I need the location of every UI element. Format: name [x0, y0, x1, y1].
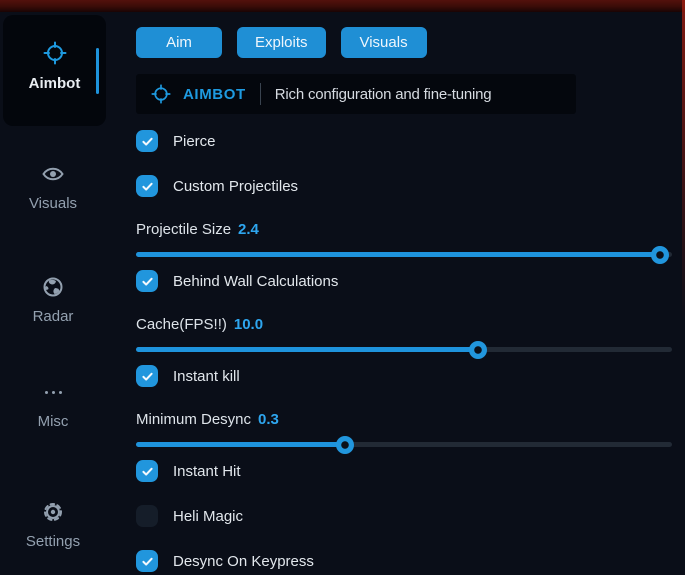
- tab-visuals[interactable]: Visuals: [340, 27, 427, 58]
- slider-name: Cache(FPS!!): [136, 315, 227, 333]
- checkbox-row-heli-magic[interactable]: Heli Magic: [136, 505, 672, 527]
- slider-name: Projectile Size: [136, 220, 232, 238]
- checkbox-label: Pierce: [173, 132, 216, 150]
- checkbox-label: Desync On Keypress: [173, 552, 314, 570]
- sidebar-item-label: Settings: [25, 533, 81, 550]
- crosshair-icon: [43, 41, 66, 65]
- checkbox-row-instant-kill[interactable]: Instant kill: [136, 365, 672, 387]
- slider-handle[interactable]: [651, 246, 670, 264]
- sidebar-item-label: Visuals: [28, 195, 78, 212]
- checkbox[interactable]: [136, 130, 158, 152]
- checkbox[interactable]: [136, 505, 158, 527]
- sidebar-item-label: Aimbot: [28, 75, 81, 92]
- globe-icon: [43, 277, 63, 297]
- slider-minimum-desync: Minimum Desync 0.3: [136, 410, 672, 454]
- game-background-right-strip: [682, 0, 685, 320]
- slider-label: Minimum Desync 0.3: [136, 410, 672, 428]
- checkbox-label: Instant kill: [173, 367, 240, 385]
- slider-fill: [136, 442, 346, 447]
- slider-value: 10.0: [233, 315, 264, 333]
- tab-bar: Aim Exploits Visuals: [136, 27, 672, 58]
- sidebar-item-label: Misc: [37, 413, 69, 430]
- section-title: AIMBOT: [183, 85, 246, 103]
- slider[interactable]: [136, 341, 672, 359]
- slider-label: Projectile Size 2.4: [136, 220, 672, 238]
- section-subtitle: Rich configuration and fine-tuning: [274, 85, 492, 103]
- sidebar-item-visuals[interactable]: Visuals: [0, 162, 106, 212]
- eye-icon: [42, 167, 64, 181]
- checkbox-label: Instant Hit: [173, 462, 241, 480]
- slider-name: Minimum Desync: [136, 410, 252, 428]
- checkbox-row-custom-projectiles[interactable]: Custom Projectiles: [136, 175, 672, 197]
- tab-exploits[interactable]: Exploits: [237, 27, 326, 58]
- sidebar: Aimbot Visuals Radar: [0, 12, 130, 575]
- checkbox-row-pierce[interactable]: Pierce: [136, 130, 672, 152]
- sidebar-item-radar[interactable]: Radar: [0, 275, 106, 325]
- header-divider: [259, 83, 261, 105]
- check-icon: [141, 137, 153, 146]
- slider-fill: [136, 252, 661, 257]
- checkbox[interactable]: [136, 550, 158, 572]
- controls-list: Pierce Custom Projectiles Projectile Siz…: [136, 130, 672, 572]
- main-panel: Aim Exploits Visuals AIMBOT Rich configu…: [130, 12, 685, 575]
- checkbox[interactable]: [136, 365, 158, 387]
- checkbox-row-instant-hit[interactable]: Instant Hit: [136, 460, 672, 482]
- slider[interactable]: [136, 246, 672, 264]
- slider-fill: [136, 347, 478, 352]
- sidebar-item-misc[interactable]: Misc: [0, 380, 106, 430]
- slider-projectile-size: Projectile Size 2.4: [136, 220, 672, 264]
- slider-label: Cache(FPS!!) 10.0: [136, 315, 672, 333]
- section-header: AIMBOT Rich configuration and fine-tunin…: [136, 74, 576, 114]
- checkbox[interactable]: [136, 270, 158, 292]
- slider-track[interactable]: [136, 347, 672, 352]
- slider-track[interactable]: [136, 252, 672, 257]
- slider-handle[interactable]: [336, 436, 355, 454]
- sidebar-item-aimbot[interactable]: Aimbot: [3, 15, 106, 126]
- slider-cache-fps: Cache(FPS!!) 10.0: [136, 315, 672, 359]
- checkbox[interactable]: [136, 175, 158, 197]
- check-icon: [141, 372, 153, 381]
- checkbox-label: Heli Magic: [173, 507, 244, 525]
- check-icon: [141, 467, 153, 476]
- gear-icon: [44, 503, 62, 521]
- slider-value: 0.3: [258, 410, 279, 428]
- check-icon: [141, 182, 153, 191]
- game-background-top-strip: [0, 0, 685, 12]
- tab-aim[interactable]: Aim: [136, 27, 222, 58]
- slider-handle[interactable]: [468, 341, 487, 359]
- checkbox-label: Custom Projectiles: [173, 177, 299, 195]
- check-icon: [141, 557, 153, 566]
- slider[interactable]: [136, 436, 672, 454]
- sidebar-item-label: Radar: [32, 308, 74, 325]
- checkbox-label: Behind Wall Calculations: [173, 272, 339, 290]
- crosshair-icon: [151, 84, 171, 104]
- checkbox-row-desync-on-keypress[interactable]: Desync On Keypress: [136, 550, 672, 572]
- active-indicator: [96, 48, 99, 94]
- checkbox-row-behind-wall[interactable]: Behind Wall Calculations: [136, 270, 672, 292]
- checkbox[interactable]: [136, 460, 158, 482]
- sidebar-item-settings[interactable]: Settings: [0, 500, 106, 550]
- check-icon: [141, 277, 153, 286]
- ellipsis-icon: [44, 380, 62, 404]
- slider-track[interactable]: [136, 442, 672, 447]
- slider-value: 2.4: [238, 220, 259, 238]
